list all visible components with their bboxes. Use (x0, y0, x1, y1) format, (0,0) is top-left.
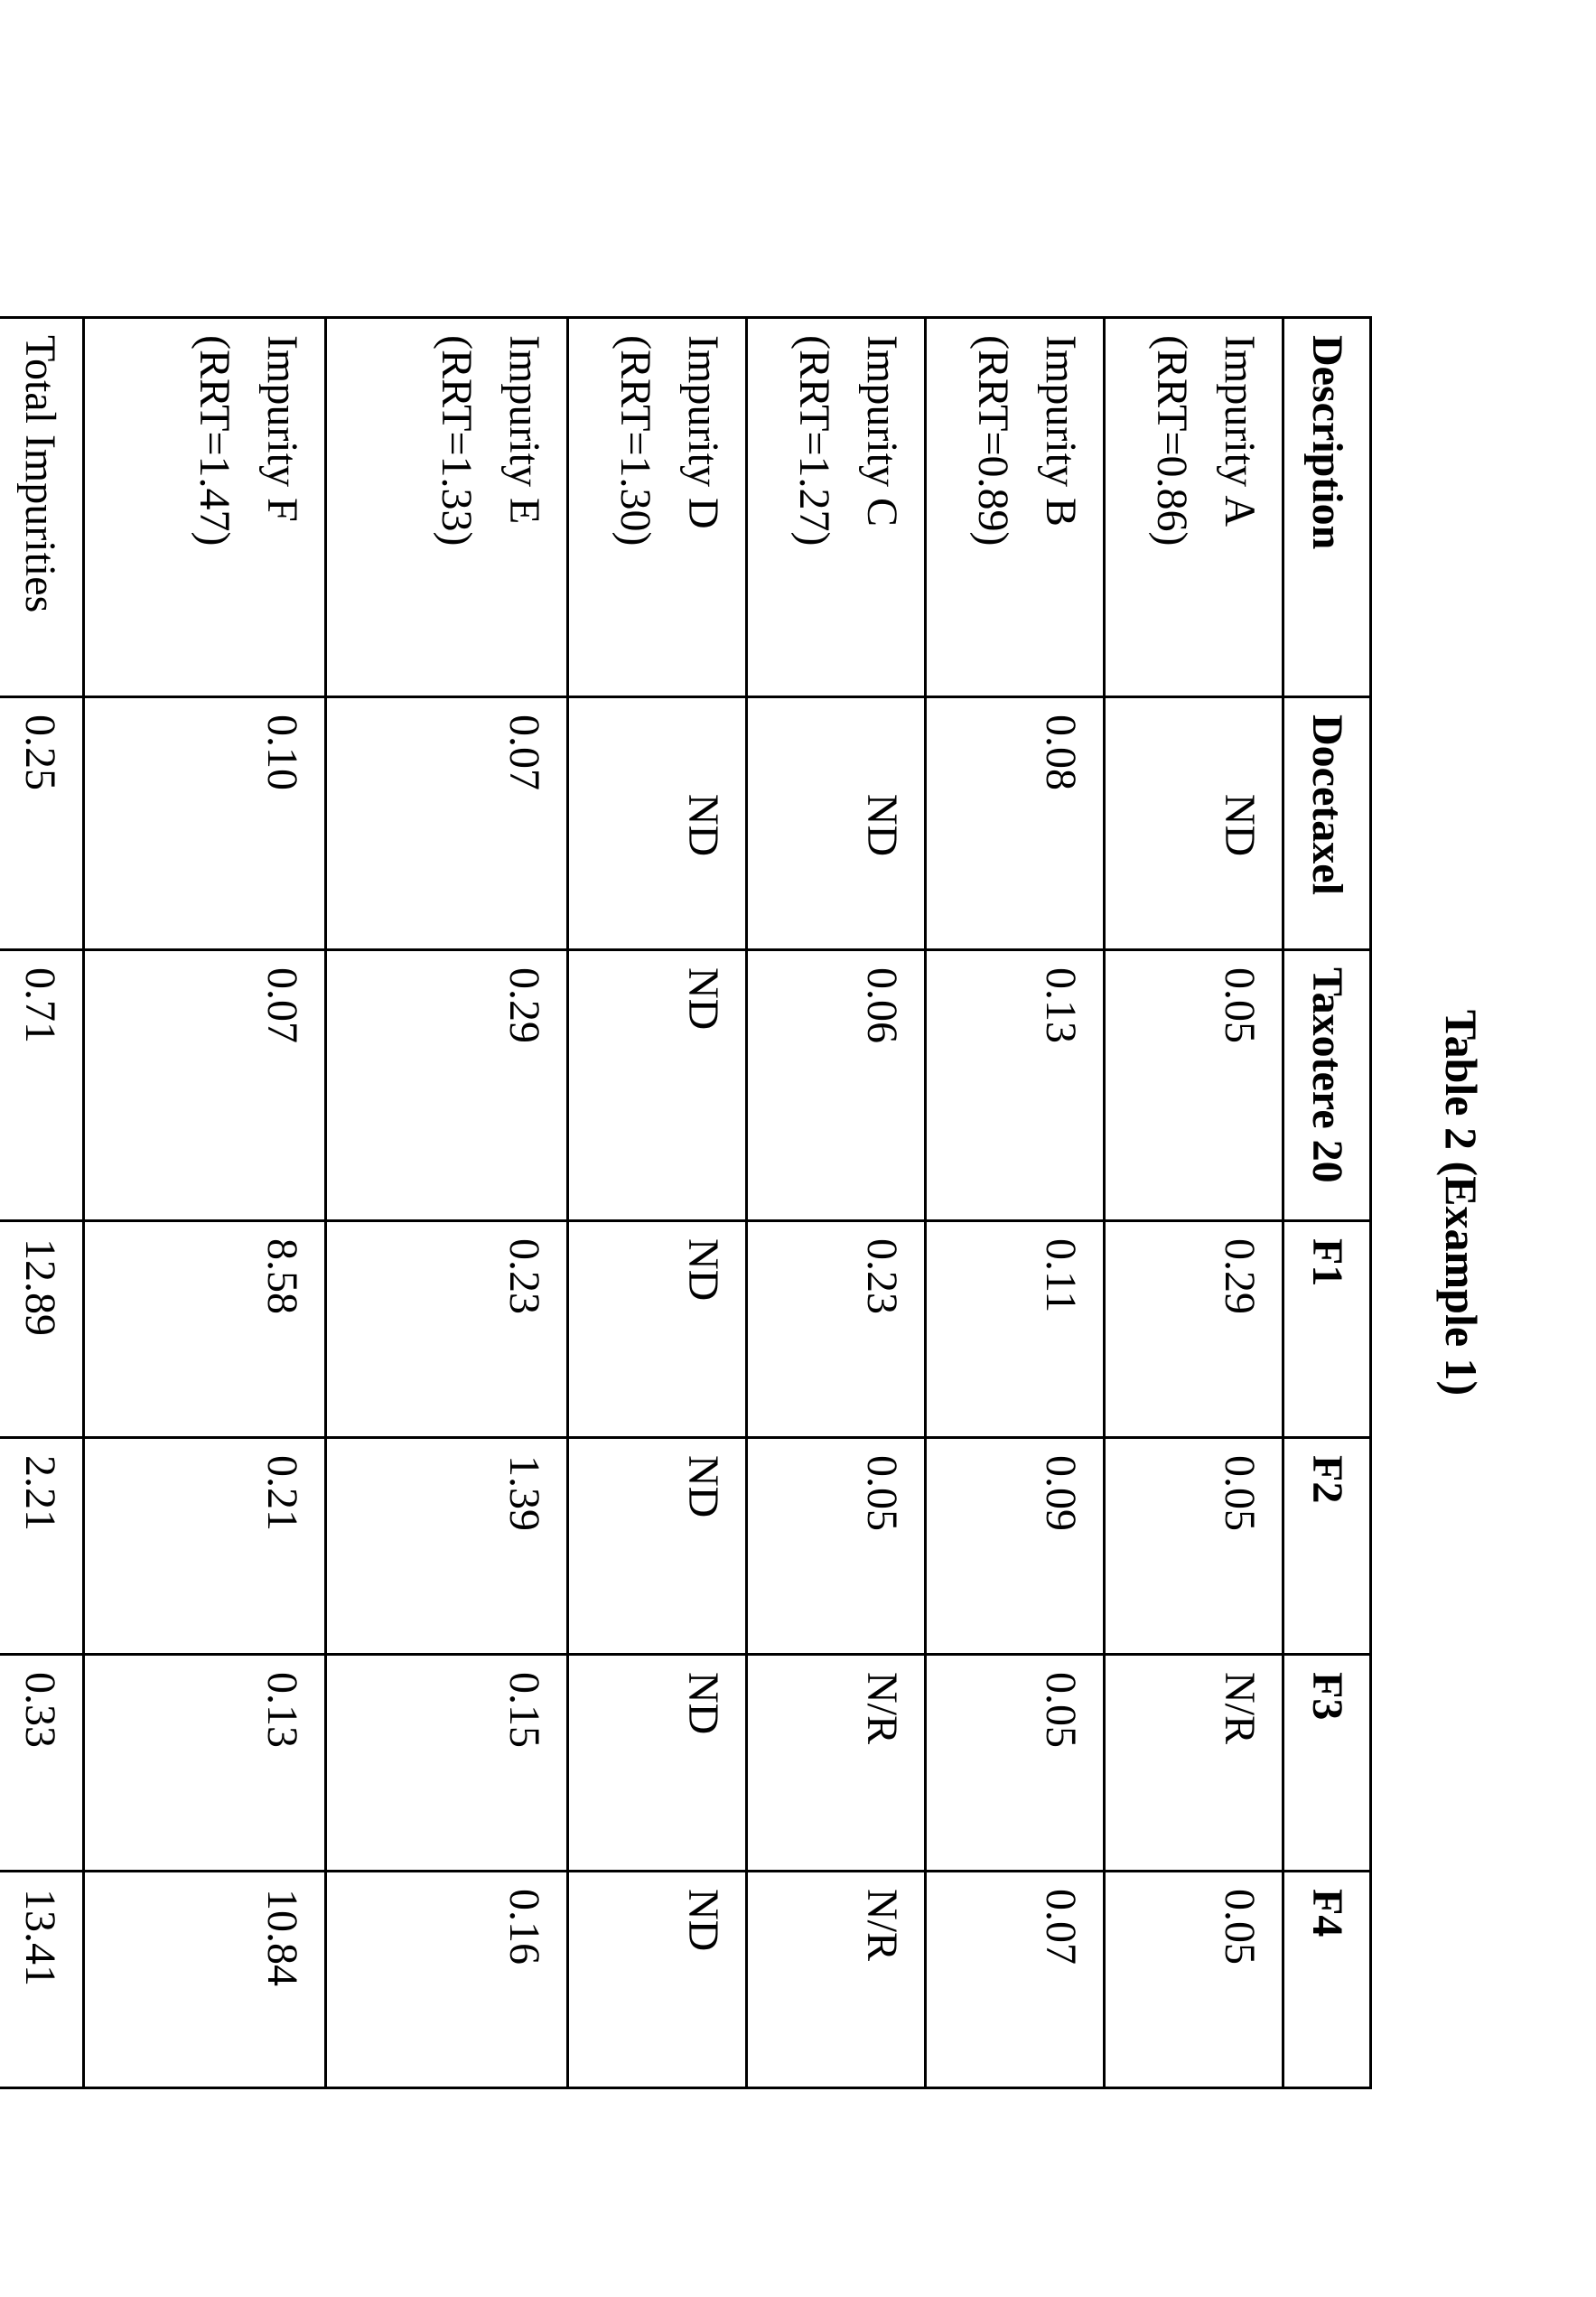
col-header-f4: F4 (1283, 1872, 1370, 2088)
cell-value: N/R (746, 1872, 925, 2088)
cell-value: ND (746, 697, 925, 950)
table-row: Impurity F(RRT=1.47)0.100.078.580.210.13… (83, 318, 325, 2088)
description-line1: Impurity D (668, 335, 735, 683)
description-line1: Impurity C (847, 335, 914, 683)
col-header-f2: F2 (1283, 1438, 1370, 1655)
description-line2: (RRT=0.89) (959, 335, 1026, 683)
table-row: Impurity D(RRT=1.30)NDNDNDNDNDND (567, 318, 746, 2088)
description-line1: Impurity A (1205, 335, 1272, 683)
description-line2: (RRT=1.30) (602, 335, 668, 683)
cell-value: 0.25 (0, 697, 83, 950)
cell-value: 0.23 (746, 1221, 925, 1438)
cell-value: 0.71 (0, 950, 83, 1221)
page-container: Table 2 (Example 1) Description Docetaxe… (0, 0, 1596, 2297)
col-header-f3: F3 (1283, 1655, 1370, 1872)
cell-value: 0.09 (925, 1438, 1104, 1655)
cell-description: Total Impurities (0, 318, 83, 697)
table-title: Table 2 (Example 1) (1435, 316, 1488, 2089)
cell-value: ND (1104, 697, 1283, 950)
cell-value: ND (567, 950, 746, 1221)
col-header-taxotere20: Taxotere 20 (1283, 950, 1370, 1221)
cell-description: Impurity A(RRT=0.86) (1104, 318, 1283, 697)
cell-value: 10.84 (83, 1872, 325, 2088)
cell-value: ND (567, 1872, 746, 2088)
table-header-row: Description Docetaxel Taxotere 20 F1 F2 … (1283, 318, 1370, 2088)
cell-value: 0.21 (83, 1438, 325, 1655)
cell-description: Impurity E(RRT=1.33) (325, 318, 567, 697)
table-row: Impurity C(RRT=1.27)ND0.060.230.05N/RN/R (746, 318, 925, 2088)
cell-value: 0.13 (925, 950, 1104, 1221)
cell-value: 1.39 (325, 1438, 567, 1655)
col-header-docetaxel: Docetaxel (1283, 697, 1370, 950)
cell-value: ND (567, 697, 746, 950)
data-table: Description Docetaxel Taxotere 20 F1 F2 … (0, 316, 1372, 2089)
cell-value: 0.06 (746, 950, 925, 1221)
cell-value: 0.08 (925, 697, 1104, 950)
description-line1: Total Impurities (5, 335, 72, 683)
cell-value: 0.07 (325, 697, 567, 950)
cell-value: 0.23 (325, 1221, 567, 1438)
cell-value: 0.11 (925, 1221, 1104, 1438)
cell-value: 0.05 (1104, 1872, 1283, 2088)
cell-description: Impurity B(RRT=0.89) (925, 318, 1104, 697)
cell-value: 0.33 (0, 1655, 83, 1872)
cell-description: Impurity F(RRT=1.47) (83, 318, 325, 697)
cell-value: 0.16 (325, 1872, 567, 2088)
cell-description: Impurity D(RRT=1.30) (567, 318, 746, 697)
cell-value: ND (567, 1221, 746, 1438)
description-line1: Impurity F (247, 335, 314, 683)
cell-value: 0.05 (925, 1655, 1104, 1872)
description-line1: Impurity B (1026, 335, 1093, 683)
cell-value: 0.05 (1104, 1438, 1283, 1655)
description-line1: Impurity E (490, 335, 556, 683)
description-line2: (RRT=0.86) (1138, 335, 1205, 683)
cell-value: 0.07 (83, 950, 325, 1221)
cell-value: ND (567, 1438, 746, 1655)
description-line2: (RRT=1.47) (181, 335, 247, 683)
table-body: Impurity A(RRT=0.86)ND0.050.290.05N/R0.0… (0, 318, 1283, 2088)
table-row: Total Impurities 0.250.7112.892.210.3313.… (0, 318, 83, 2088)
col-header-f1: F1 (1283, 1221, 1370, 1438)
cell-value: N/R (746, 1655, 925, 1872)
col-header-description: Description (1283, 318, 1370, 697)
table-row: Impurity A(RRT=0.86)ND0.050.290.05N/R0.0… (1104, 318, 1283, 2088)
cell-value: 8.58 (83, 1221, 325, 1438)
description-line2: (RRT=1.27) (780, 335, 847, 683)
cell-description: Impurity C(RRT=1.27) (746, 318, 925, 697)
cell-value: 0.07 (925, 1872, 1104, 2088)
cell-value: 0.05 (1104, 950, 1283, 1221)
description-line2: (RRT=1.33) (423, 335, 490, 683)
cell-value: 0.05 (746, 1438, 925, 1655)
cell-value: 0.29 (325, 950, 567, 1221)
cell-value: N/R (1104, 1655, 1283, 1872)
table-row: Impurity B(RRT=0.89)0.080.130.110.090.05… (925, 318, 1104, 2088)
cell-value: ND (567, 1655, 746, 1872)
cell-value: 0.10 (83, 697, 325, 950)
cell-value: 2.21 (0, 1438, 83, 1655)
table-row: Impurity E(RRT=1.33)0.070.290.231.390.15… (325, 318, 567, 2088)
cell-value: 13.41 (0, 1872, 83, 2088)
cell-value: 0.13 (83, 1655, 325, 1872)
cell-value: 12.89 (0, 1221, 83, 1438)
cell-value: 0.15 (325, 1655, 567, 1872)
cell-value: 0.29 (1104, 1221, 1283, 1438)
